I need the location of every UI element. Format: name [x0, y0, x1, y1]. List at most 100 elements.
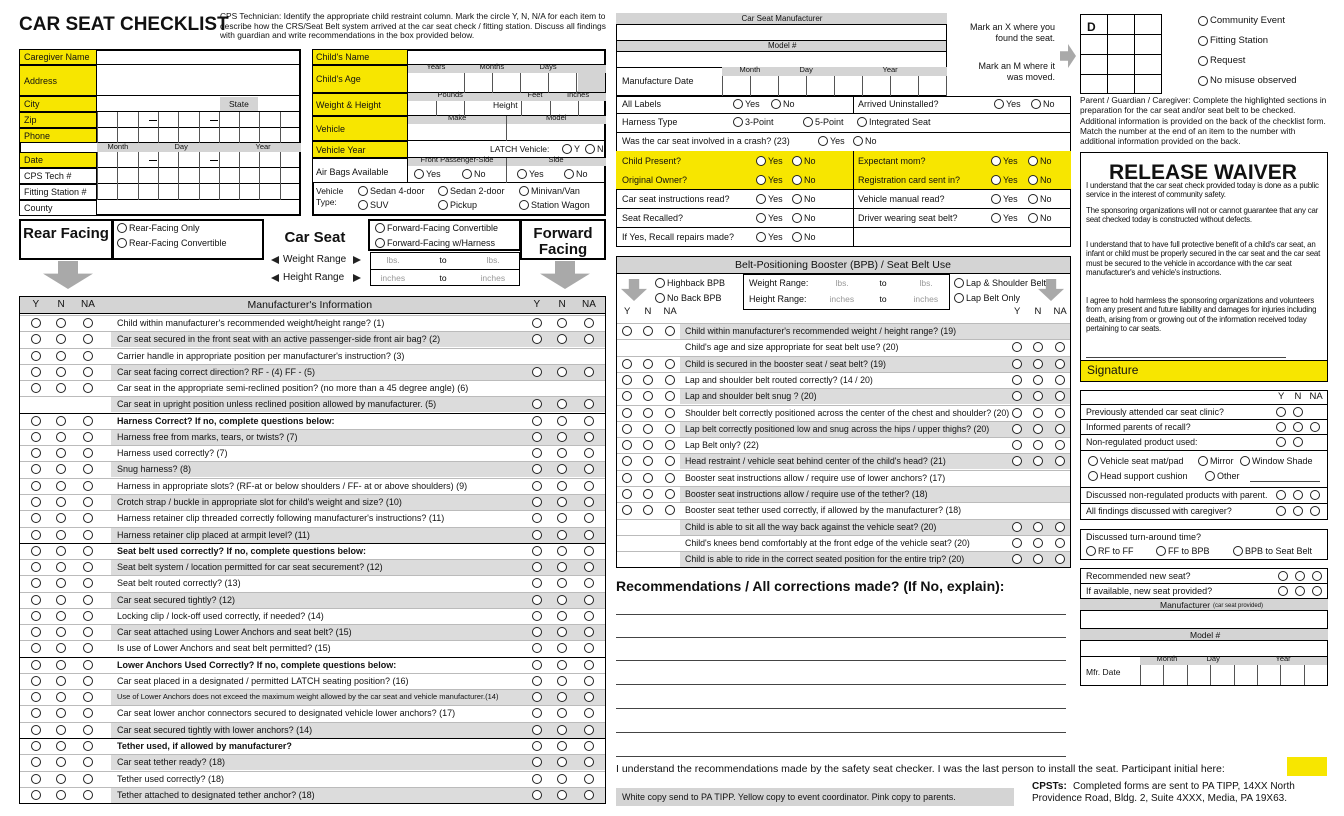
- radio-circle[interactable]: [519, 186, 529, 196]
- radio-circle[interactable]: [31, 431, 41, 442]
- radio-circle[interactable]: [31, 789, 41, 800]
- radio-circle[interactable]: [56, 350, 66, 361]
- radio-circle[interactable]: [643, 489, 653, 499]
- radio-circle[interactable]: [1033, 440, 1043, 451]
- radio-circle[interactable]: [532, 318, 542, 328]
- radio-circle[interactable]: [83, 464, 93, 475]
- radio-circle[interactable]: [83, 431, 93, 442]
- radio-circle[interactable]: [622, 505, 632, 516]
- radio-circle[interactable]: [56, 496, 66, 507]
- radio-circle[interactable]: [1312, 571, 1322, 581]
- radio-circle[interactable]: [83, 741, 93, 752]
- radio-circle[interactable]: [1033, 407, 1043, 418]
- radio-circle[interactable]: [532, 757, 542, 768]
- radio-circle[interactable]: [31, 480, 41, 491]
- radio-circle[interactable]: [1033, 342, 1043, 353]
- radio-circle[interactable]: [954, 278, 964, 288]
- radio-circle[interactable]: [557, 675, 567, 686]
- radio-circle[interactable]: [1055, 521, 1065, 532]
- radio-circle[interactable]: [532, 610, 542, 621]
- radio-circle[interactable]: [31, 383, 41, 394]
- radio-circle[interactable]: [584, 464, 594, 475]
- radio-circle[interactable]: [83, 627, 93, 638]
- radio-circle[interactable]: [1033, 423, 1043, 434]
- radio-circle[interactable]: [853, 136, 863, 146]
- radio-circle[interactable]: [622, 374, 632, 385]
- radio-circle[interactable]: [557, 773, 567, 784]
- radio-circle[interactable]: [1012, 521, 1022, 532]
- radio-circle[interactable]: [584, 610, 594, 621]
- radio-circle[interactable]: [375, 238, 385, 248]
- radio-circle[interactable]: [622, 472, 632, 483]
- radio-circle[interactable]: [665, 456, 675, 467]
- radio-circle[interactable]: [557, 659, 567, 670]
- radio-circle[interactable]: [532, 415, 542, 426]
- radio-circle[interactable]: [1295, 586, 1305, 596]
- radio-circle[interactable]: [557, 448, 567, 459]
- radio-circle[interactable]: [1156, 546, 1166, 556]
- radio-circle[interactable]: [438, 200, 448, 210]
- radio-circle[interactable]: [584, 627, 594, 638]
- radio-circle[interactable]: [56, 464, 66, 475]
- radio-circle[interactable]: [56, 708, 66, 719]
- radio-circle[interactable]: [1278, 571, 1288, 581]
- radio-circle[interactable]: [117, 223, 127, 233]
- radio-circle[interactable]: [665, 391, 675, 402]
- radio-circle[interactable]: [31, 594, 41, 605]
- radio-circle[interactable]: [358, 200, 368, 210]
- radio-circle[interactable]: [1276, 437, 1286, 447]
- radio-circle[interactable]: [1276, 490, 1286, 500]
- radio-circle[interactable]: [1033, 358, 1043, 369]
- radio-circle[interactable]: [31, 578, 41, 589]
- radio-circle[interactable]: [665, 489, 675, 499]
- radio-circle[interactable]: [622, 358, 632, 369]
- radio-circle[interactable]: [532, 724, 542, 735]
- radio-circle[interactable]: [564, 169, 574, 179]
- radio-circle[interactable]: [83, 383, 93, 394]
- radio-circle[interactable]: [532, 675, 542, 686]
- radio-circle[interactable]: [31, 350, 41, 361]
- radio-circle[interactable]: [1205, 471, 1215, 481]
- radio-circle[interactable]: [643, 326, 653, 336]
- radio-circle[interactable]: [643, 440, 653, 451]
- radio-circle[interactable]: [31, 562, 41, 573]
- radio-circle[interactable]: [56, 480, 66, 491]
- radio-circle[interactable]: [532, 578, 542, 589]
- radio-circle[interactable]: [756, 212, 766, 223]
- radio-circle[interactable]: [1055, 374, 1065, 385]
- radio-circle[interactable]: [1293, 407, 1303, 417]
- radio-circle[interactable]: [414, 169, 424, 179]
- radio-circle[interactable]: [83, 724, 93, 735]
- radio-circle[interactable]: [665, 326, 675, 336]
- radio-circle[interactable]: [733, 117, 743, 127]
- radio-circle[interactable]: [803, 117, 813, 127]
- radio-circle[interactable]: [622, 440, 632, 451]
- radio-circle[interactable]: [532, 431, 542, 442]
- radio-circle[interactable]: [31, 496, 41, 507]
- radio-circle[interactable]: [557, 594, 567, 605]
- radio-circle[interactable]: [532, 334, 542, 345]
- radio-circle[interactable]: [584, 334, 594, 345]
- radio-circle[interactable]: [83, 513, 93, 524]
- radio-circle[interactable]: [584, 480, 594, 491]
- radio-circle[interactable]: [532, 366, 542, 377]
- radio-circle[interactable]: [584, 594, 594, 605]
- radio-circle[interactable]: [585, 144, 595, 154]
- radio-circle[interactable]: [83, 366, 93, 377]
- radio-circle[interactable]: [584, 789, 594, 800]
- radio-circle[interactable]: [991, 212, 1001, 223]
- radio-circle[interactable]: [56, 448, 66, 459]
- radio-circle[interactable]: [1012, 456, 1022, 467]
- radio-circle[interactable]: [532, 594, 542, 605]
- radio-circle[interactable]: [83, 578, 93, 589]
- radio-circle[interactable]: [1033, 537, 1043, 548]
- radio-circle[interactable]: [83, 562, 93, 573]
- radio-circle[interactable]: [358, 186, 368, 196]
- radio-circle[interactable]: [557, 643, 567, 654]
- radio-circle[interactable]: [557, 318, 567, 328]
- radio-circle[interactable]: [622, 423, 632, 434]
- radio-circle[interactable]: [31, 708, 41, 719]
- radio-circle[interactable]: [56, 334, 66, 345]
- radio-circle[interactable]: [1240, 456, 1250, 466]
- radio-circle[interactable]: [532, 464, 542, 475]
